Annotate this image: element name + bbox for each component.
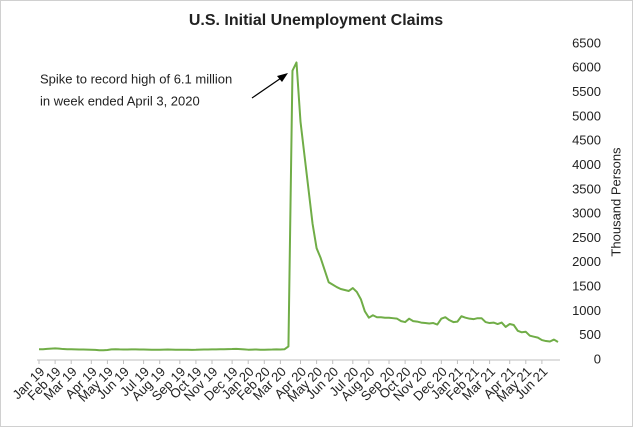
- y-tick-label: 4500: [572, 133, 601, 148]
- chart-title: U.S. Initial Unemployment Claims: [189, 12, 443, 29]
- y-tick-label: 6500: [572, 35, 601, 50]
- y-tick-label: 0: [594, 351, 601, 366]
- y-tick-label: 5500: [572, 84, 601, 99]
- annotation-arrow: [251, 75, 285, 99]
- y-tick-label: 6000: [572, 60, 601, 75]
- y-tick-label: 500: [579, 327, 601, 342]
- y-tick-label: 2500: [572, 230, 601, 245]
- y-tick-label: 4000: [572, 157, 601, 172]
- annotation-arrowhead: [277, 73, 288, 82]
- data-line: [38, 61, 559, 352]
- y-tick-label: 2000: [572, 254, 601, 269]
- y-tick-label: 1000: [572, 303, 601, 318]
- y-tick-label: 3000: [572, 206, 601, 221]
- annotation: Spike to record high of 6.1 million: [40, 71, 232, 86]
- annotation: in week ended April 3, 2020: [40, 93, 200, 108]
- y-tick-label: 3500: [572, 181, 601, 196]
- y-tick-label: 1500: [572, 279, 601, 294]
- y-axis-title: Thousand Persons: [608, 147, 623, 257]
- y-tick-label: 5000: [572, 108, 601, 123]
